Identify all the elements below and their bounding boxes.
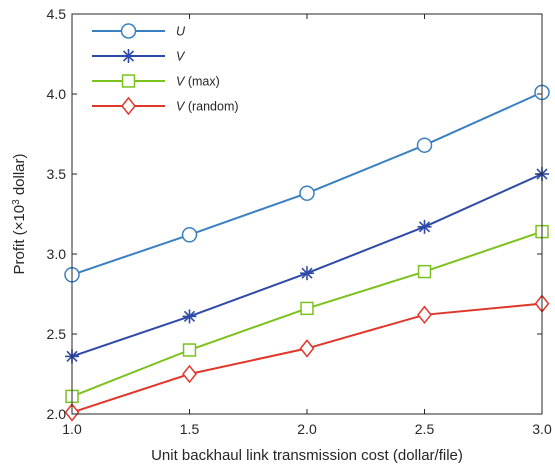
y-tick-label: 3.0 — [47, 246, 67, 262]
data-point — [182, 364, 197, 384]
legend-series-suffix: (random) — [184, 100, 238, 114]
legend-series-name: U — [176, 25, 186, 39]
square-marker — [300, 301, 314, 316]
circle-marker — [181, 227, 198, 243]
data-point — [182, 343, 197, 357]
legend-series-name: V — [176, 75, 186, 89]
diamond-marker — [121, 96, 136, 116]
circle-marker — [299, 185, 315, 201]
x-tick-label: 2.0 — [297, 421, 317, 437]
legend-entry: U — [92, 23, 186, 39]
y-tick-label: 2.0 — [47, 406, 67, 422]
legend-label: U — [176, 25, 186, 39]
legend-series-name: V — [176, 100, 186, 114]
data-point — [416, 137, 433, 153]
y-tick-label: 3.5 — [47, 166, 67, 182]
series-line — [71, 91, 543, 276]
y-tick-label: 4.0 — [47, 86, 67, 102]
series-3 — [64, 294, 550, 422]
data-point — [299, 339, 315, 358]
series-0 — [64, 84, 550, 283]
legend-label: V (random) — [176, 100, 239, 114]
data-point — [300, 266, 314, 281]
data-point — [182, 309, 197, 324]
diamond-marker — [299, 339, 315, 358]
asterisk-marker — [121, 49, 136, 63]
legend: UVV (max)V (random) — [92, 23, 239, 116]
data-point — [299, 185, 315, 201]
square-marker — [417, 264, 432, 279]
data-point — [417, 305, 432, 325]
series-line — [71, 173, 543, 358]
legend-series-suffix: (max) — [184, 75, 219, 89]
x-tick-label: 2.5 — [415, 421, 435, 437]
data-point — [417, 264, 432, 279]
asterisk-stroke — [183, 310, 196, 323]
y-tick-label: 4.5 — [47, 6, 67, 22]
series-1 — [65, 167, 549, 364]
circle-marker — [416, 137, 433, 153]
diamond-marker — [417, 305, 432, 325]
legend-entry: V — [92, 49, 186, 64]
ticks-layer: 1.0 1.5 2.0 2.5 3.0 2.0 2.5 3.0 3.5 4.0 4.5 — [47, 6, 552, 437]
asterisk-stroke — [418, 221, 431, 233]
legend-entry: V (max) — [92, 74, 220, 89]
legend-label: V (max) — [176, 75, 220, 89]
asterisk-marker — [300, 266, 314, 281]
asterisk-stroke — [122, 50, 135, 62]
series-line — [71, 302, 543, 414]
data-point — [300, 301, 314, 316]
x-axis-label: Unit backhaul link transmission cost (do… — [151, 447, 463, 464]
diamond-marker — [182, 364, 197, 384]
legend-series-name: V — [176, 50, 186, 64]
data-point — [417, 219, 432, 234]
y-axis-label-suffix: dollar) — [11, 153, 28, 199]
x-tick-label: 1.0 — [62, 421, 82, 437]
asterisk-marker — [417, 219, 432, 234]
asterisk-marker — [182, 309, 197, 324]
x-tick-label: 1.5 — [180, 421, 200, 437]
y-axis-label: Profit (×103 dollar) — [11, 153, 29, 274]
legend-label: V — [176, 50, 186, 64]
legend-entry: V (random) — [92, 96, 239, 116]
asterisk-stroke — [301, 267, 313, 279]
y-axis-label-prefix: Profit (×10 — [11, 205, 28, 275]
series-layer — [64, 84, 550, 422]
data-point — [181, 227, 198, 243]
square-marker — [121, 74, 136, 88]
y-tick-label: 2.5 — [47, 326, 67, 342]
square-marker — [182, 343, 197, 357]
circle-marker — [120, 23, 137, 39]
y-axis-label-exponent: 3 — [11, 199, 22, 205]
x-tick-label: 3.0 — [532, 421, 552, 437]
